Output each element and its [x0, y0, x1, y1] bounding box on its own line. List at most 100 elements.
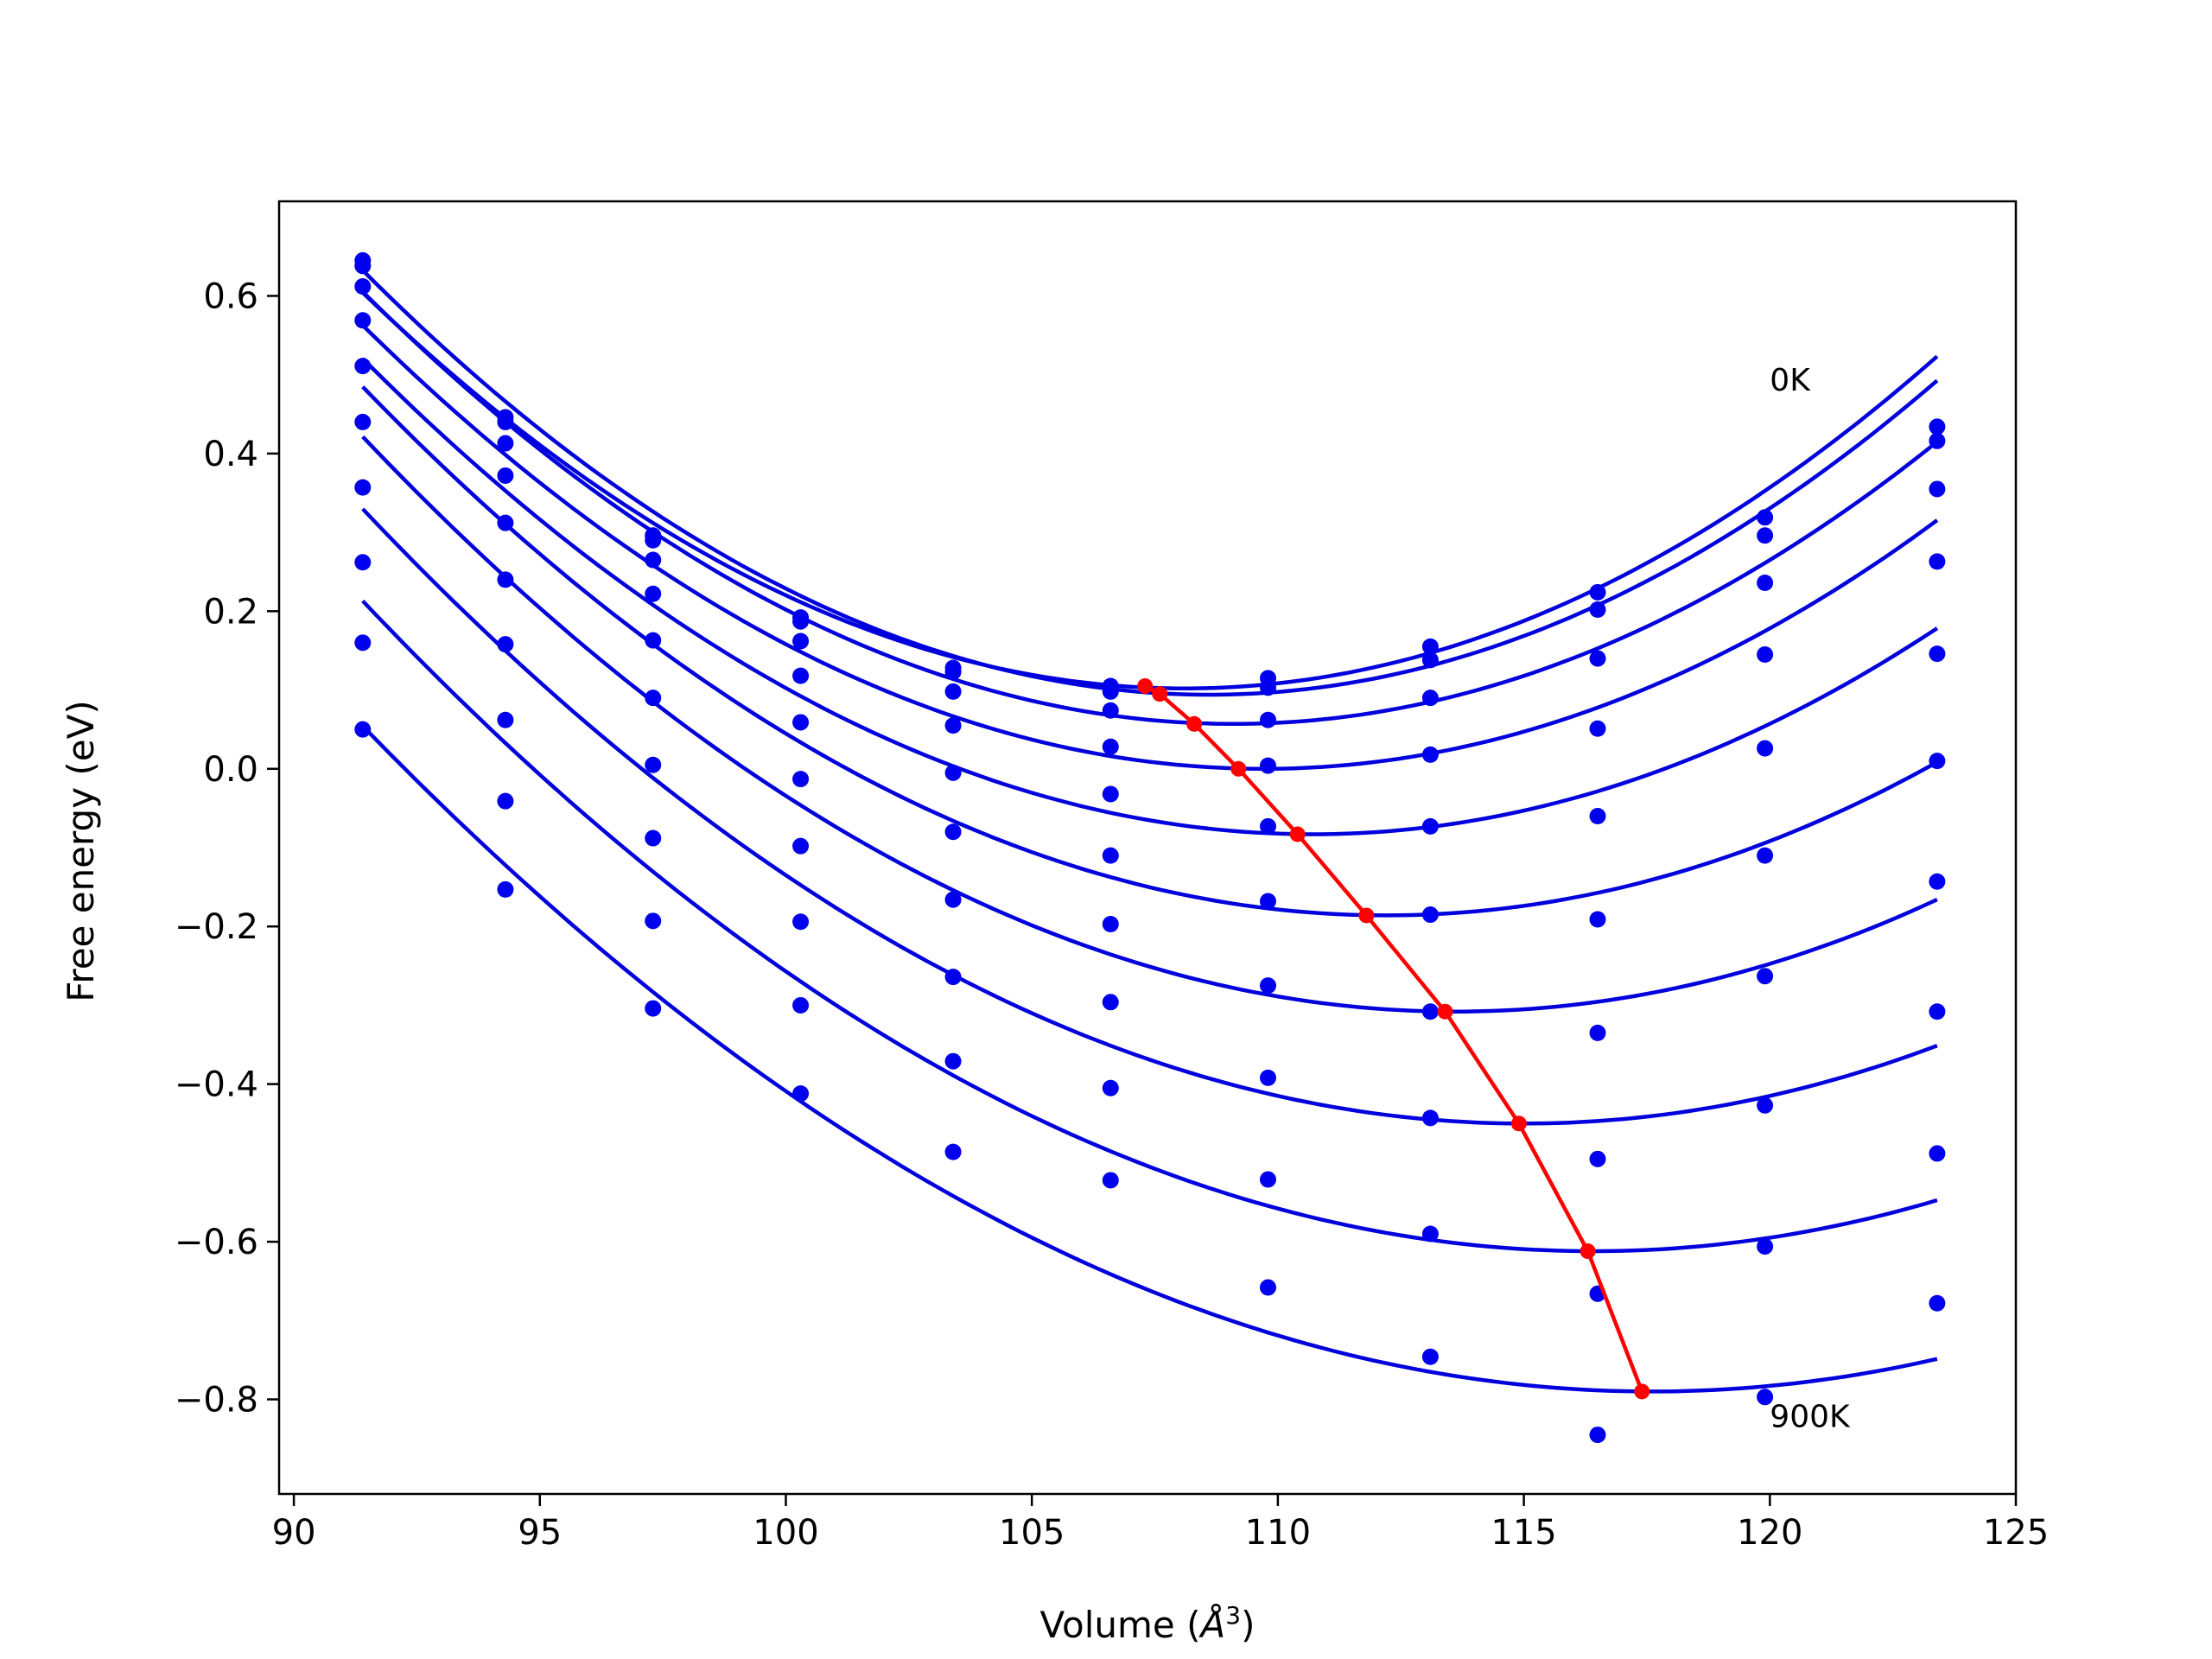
data-point	[1102, 1079, 1119, 1096]
x-tick-label: 95	[518, 1513, 562, 1553]
data-point	[1421, 652, 1439, 669]
data-point	[645, 585, 662, 602]
fit-curves	[361, 269, 1939, 1394]
data-point	[1929, 1294, 1946, 1312]
data-point	[1102, 738, 1119, 755]
x-tick-label: 90	[272, 1513, 316, 1553]
plot-frame	[277, 200, 2018, 1496]
fit-curve	[361, 507, 1938, 1126]
data-point	[497, 467, 514, 484]
data-point	[1757, 740, 1774, 757]
data-point	[792, 714, 810, 731]
data-point	[354, 554, 372, 571]
data-point	[1589, 808, 1606, 825]
data-point	[1589, 583, 1606, 601]
data-point	[1260, 977, 1277, 995]
data-point	[645, 912, 662, 930]
data-point	[354, 257, 372, 275]
x-tick-label: 100	[753, 1513, 818, 1553]
y-axis-label: Free energy (eV)	[60, 700, 102, 1002]
minima-line-group	[1137, 678, 1650, 1400]
data-point	[792, 632, 810, 650]
minima-point	[1358, 907, 1375, 924]
fit-curve	[361, 269, 1939, 697]
annotation-label: 900K	[1770, 1399, 1851, 1434]
annotation-label: 0K	[1770, 363, 1811, 398]
y-axis-ticks: −0.8 −0.6 −0.4 −0.2 0.0 0.2 0.4 0.6	[175, 276, 279, 1421]
minima-line	[1144, 684, 1644, 1393]
data-point	[354, 358, 372, 375]
data-point	[1929, 873, 1946, 890]
data-point	[645, 690, 662, 707]
data-point	[944, 764, 962, 781]
data-point	[354, 479, 372, 496]
data-point	[1260, 1171, 1277, 1188]
data-point	[1102, 683, 1119, 700]
data-point	[1757, 575, 1774, 592]
fit-curve	[361, 323, 1939, 772]
minima-point	[1580, 1243, 1596, 1260]
x-tick-label: 125	[1983, 1513, 2049, 1553]
minima-point	[1289, 826, 1306, 842]
data-point	[497, 435, 514, 452]
data-point	[645, 830, 662, 847]
data-point	[792, 837, 810, 855]
data-point	[1757, 527, 1774, 544]
data-point	[645, 632, 662, 649]
data-point	[354, 634, 372, 652]
data-point	[1757, 1238, 1774, 1255]
data-point	[1757, 1389, 1774, 1406]
data-point	[1929, 432, 1946, 449]
data-point	[944, 664, 962, 681]
y-tick-label: −0.6	[175, 1223, 258, 1262]
y-tick-label: −0.8	[175, 1381, 258, 1421]
x-tick-label: 110	[1245, 1513, 1311, 1553]
y-tick-label: 0.4	[203, 435, 258, 474]
data-point	[1757, 1096, 1774, 1114]
y-tick-label: 0.6	[203, 276, 258, 316]
data-point	[1260, 1279, 1277, 1296]
data-point	[1102, 702, 1119, 719]
x-axis-label: Volume (Å3)	[1040, 1601, 1255, 1646]
minima-point	[1230, 760, 1247, 777]
data-point	[1260, 757, 1277, 774]
data-point	[354, 413, 372, 430]
data-point	[792, 913, 810, 931]
data-point	[354, 278, 372, 296]
fit-curve	[361, 291, 1939, 690]
minima-point	[1510, 1116, 1527, 1132]
minima-point	[1634, 1383, 1650, 1400]
data-point	[1757, 646, 1774, 664]
data-point	[1260, 817, 1277, 835]
data-point	[1757, 968, 1774, 985]
data-point	[497, 880, 514, 898]
data-point	[645, 551, 662, 569]
data-point	[497, 792, 514, 810]
data-point	[792, 667, 810, 684]
data-point	[792, 613, 810, 630]
x-tick-label: 115	[1491, 1513, 1556, 1553]
annotations: 0K 900K	[1770, 363, 1851, 1435]
data-point	[792, 996, 810, 1014]
data-point	[645, 1000, 662, 1017]
fit-curve	[361, 724, 1938, 1394]
data-point	[1589, 1024, 1606, 1041]
minima-point	[1186, 715, 1203, 732]
data-point	[1421, 1109, 1439, 1127]
minima-point	[1137, 678, 1154, 694]
fit-curve	[361, 290, 1939, 727]
data-point	[1929, 645, 1946, 663]
data-point	[1421, 1225, 1439, 1243]
data-point	[1589, 650, 1606, 667]
data-point	[944, 969, 962, 986]
data-point	[1757, 847, 1774, 864]
data-point	[1757, 509, 1774, 526]
data-point	[1421, 690, 1439, 707]
data-point	[944, 1052, 962, 1070]
y-tick-label: 0.2	[203, 592, 258, 632]
data-point	[1589, 601, 1606, 619]
data-point	[1929, 1145, 1946, 1162]
data-point	[944, 683, 962, 700]
data-point	[1589, 911, 1606, 928]
y-tick-label: 0.0	[203, 750, 258, 790]
